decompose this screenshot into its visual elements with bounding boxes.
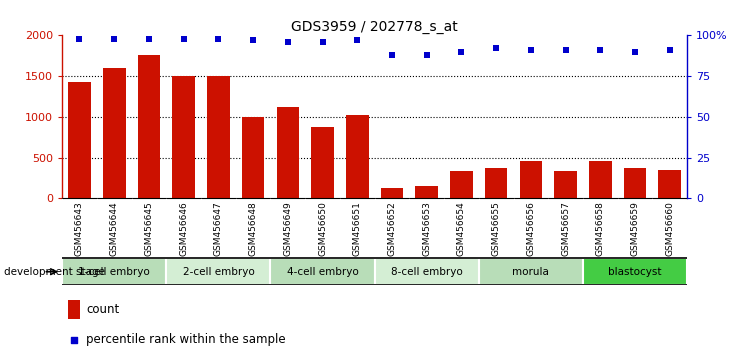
Point	[594, 47, 606, 53]
Point	[282, 39, 294, 45]
Bar	[520, 161, 542, 198]
Point	[213, 36, 224, 41]
Point	[664, 47, 675, 53]
Bar	[485, 168, 507, 198]
Text: GSM456657: GSM456657	[561, 201, 570, 256]
Point	[560, 47, 572, 53]
Text: GSM456660: GSM456660	[665, 201, 674, 256]
Title: GDS3959 / 202778_s_at: GDS3959 / 202778_s_at	[291, 21, 458, 34]
Bar	[311, 127, 334, 198]
Text: count: count	[86, 303, 119, 316]
Text: GSM456645: GSM456645	[145, 201, 154, 256]
Text: 2-cell embryo: 2-cell embryo	[183, 267, 254, 277]
Point	[108, 36, 120, 41]
Text: morula: morula	[512, 267, 549, 277]
Point	[491, 46, 502, 51]
Bar	[167, 258, 270, 285]
Text: percentile rank within the sample: percentile rank within the sample	[86, 333, 286, 347]
Text: development stage: development stage	[4, 267, 105, 277]
Point	[629, 49, 641, 55]
Text: 8-cell embryo: 8-cell embryo	[391, 267, 463, 277]
Point	[317, 39, 328, 45]
Text: GSM456644: GSM456644	[110, 201, 118, 256]
Bar	[242, 117, 265, 198]
Text: blastocyst: blastocyst	[608, 267, 662, 277]
Bar	[270, 258, 374, 285]
Bar	[62, 258, 167, 285]
Bar	[276, 107, 299, 198]
Bar	[374, 258, 479, 285]
Bar	[415, 185, 438, 198]
Text: GSM456656: GSM456656	[526, 201, 535, 256]
Bar	[479, 258, 583, 285]
Bar	[207, 76, 230, 198]
Point	[74, 36, 86, 41]
Text: 4-cell embryo: 4-cell embryo	[287, 267, 358, 277]
Text: GSM456653: GSM456653	[423, 201, 431, 256]
Text: GSM456654: GSM456654	[457, 201, 466, 256]
Text: GSM456658: GSM456658	[596, 201, 605, 256]
Text: GSM456655: GSM456655	[492, 201, 501, 256]
Bar	[589, 161, 612, 198]
Text: GSM456646: GSM456646	[179, 201, 188, 256]
Bar	[346, 115, 368, 198]
Text: GSM456652: GSM456652	[387, 201, 396, 256]
Bar	[103, 68, 126, 198]
Bar	[624, 168, 646, 198]
Point	[247, 38, 259, 43]
Text: GSM456643: GSM456643	[75, 201, 84, 256]
Text: GSM456650: GSM456650	[318, 201, 327, 256]
Bar	[173, 76, 195, 198]
Bar	[381, 188, 404, 198]
Text: GSM456649: GSM456649	[284, 201, 292, 256]
Bar	[583, 258, 687, 285]
Bar	[137, 55, 160, 198]
Text: GSM456648: GSM456648	[249, 201, 257, 256]
Point	[178, 36, 189, 41]
Bar	[554, 171, 577, 198]
Text: 1-cell embryo: 1-cell embryo	[78, 267, 150, 277]
Point	[352, 38, 363, 43]
Bar	[450, 171, 473, 198]
Point	[455, 49, 467, 55]
Bar	[68, 82, 91, 198]
Text: GSM456659: GSM456659	[631, 201, 640, 256]
Point	[143, 36, 155, 41]
Point	[525, 47, 537, 53]
Point	[68, 337, 80, 343]
Text: GSM456651: GSM456651	[353, 201, 362, 256]
Bar	[69, 300, 80, 319]
Point	[421, 52, 433, 58]
Text: GSM456647: GSM456647	[214, 201, 223, 256]
Bar	[659, 170, 681, 198]
Point	[386, 52, 398, 58]
